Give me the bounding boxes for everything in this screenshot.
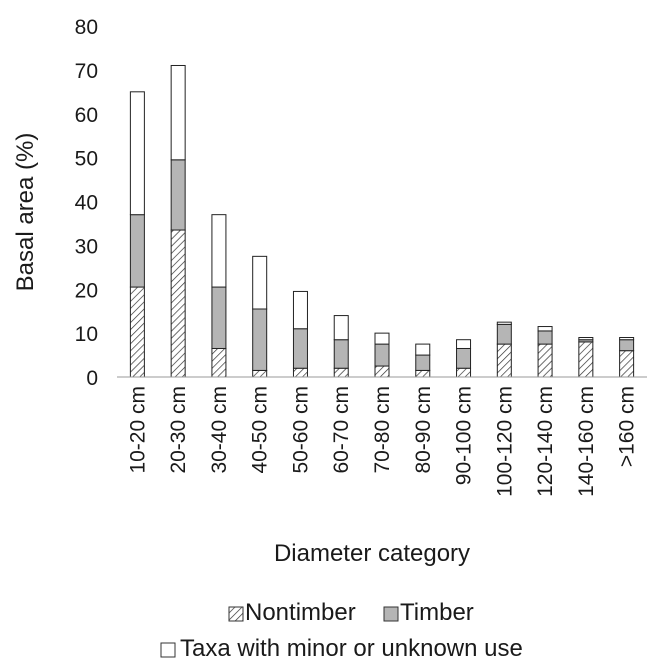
bar-segment-nontimber-140-160-cm — [578, 341, 594, 378]
y-tick-label: 0 — [86, 367, 98, 390]
bar-segment-timber-60-70-cm — [333, 339, 349, 369]
bar-segment-nontimber-70-80-cm — [374, 365, 390, 378]
x-tick-label-60-70-cm: 60-70 cm — [330, 386, 353, 474]
bar-segment-timber-50-60-cm — [292, 328, 308, 369]
bar-segment-minor-use-80-90-cm — [415, 343, 431, 356]
bar-segment-minor-use-140-160-cm — [578, 337, 594, 341]
bar-segment-nontimber-80-90-cm — [415, 369, 431, 378]
bar-segment-timber-30-40-cm — [211, 286, 227, 349]
x-tick-label-90-100-cm: 90-100 cm — [453, 386, 476, 485]
bar-segment-minor-use-100-120-cm — [496, 321, 512, 325]
bar-segment-nontimber-100-120-cm — [496, 343, 512, 378]
legend-swatch-timber — [383, 606, 399, 622]
bar-segment-minor-use-30-40-cm — [211, 214, 227, 288]
x-axis-tick-labels: 10-20 cm 20-30 cm 30-40 cm 40-50 cm 50-60 cm… — [126, 386, 638, 497]
y-tick-label: 30 — [75, 235, 98, 258]
bar-segment-timber-160-cm — [619, 339, 635, 352]
bar-segment-nontimber-20-30-cm — [170, 229, 186, 378]
y-tick-label: 70 — [75, 60, 98, 83]
legend-label-nontimber: Nontimber — [245, 599, 356, 626]
legend-swatch-minor-use — [160, 642, 176, 658]
x-tick-label-100-120-cm: 100-120 cm — [493, 386, 516, 497]
legend: Nontimber Timber Taxa with minor or unkn… — [160, 599, 523, 662]
bar-segment-minor-use-20-30-cm — [170, 64, 186, 161]
bar-segment-minor-use-70-80-cm — [374, 332, 390, 345]
bar-segment-timber-20-30-cm — [170, 159, 186, 231]
bar-segment-timber-10-20-cm — [129, 214, 145, 288]
y-tick-label: 50 — [75, 148, 98, 171]
bar-segment-nontimber-30-40-cm — [211, 347, 227, 378]
bar-segment-nontimber-60-70-cm — [333, 367, 349, 378]
bar-segment-timber-40-50-cm — [252, 308, 268, 371]
bar-segment-minor-use-160-cm — [619, 337, 635, 341]
y-tick-label: 20 — [75, 279, 98, 302]
x-tick-label-20-30-cm: 20-30 cm — [167, 386, 190, 474]
x-tick-label-50-60-cm: 50-60 cm — [289, 386, 312, 474]
x-axis-title: Diameter category — [274, 540, 470, 567]
bar-segment-timber-80-90-cm — [415, 354, 431, 371]
y-axis-title: Basal area (%) — [12, 133, 39, 292]
bars — [129, 64, 635, 378]
y-axis-tick-labels: 0 10 20 30 40 50 60 70 80 — [75, 16, 98, 390]
bar-segment-timber-120-140-cm — [537, 330, 553, 345]
bar-segment-minor-use-90-100-cm — [456, 339, 472, 349]
x-tick-label-160-cm: >160 cm — [616, 386, 639, 467]
y-tick-label: 10 — [75, 323, 98, 346]
bar-segment-timber-100-120-cm — [496, 323, 512, 345]
bar-segment-nontimber-90-100-cm — [456, 367, 472, 378]
legend-swatch-nontimber — [228, 606, 244, 622]
bar-segment-timber-90-100-cm — [456, 347, 472, 369]
x-tick-label-120-140-cm: 120-140 cm — [534, 386, 557, 497]
bar-segment-nontimber-160-cm — [619, 350, 635, 378]
bar-segment-minor-use-60-70-cm — [333, 315, 349, 341]
x-tick-label-30-40-cm: 30-40 cm — [208, 386, 231, 474]
y-tick-label: 80 — [75, 16, 98, 39]
bar-segment-nontimber-120-140-cm — [537, 343, 553, 378]
bar-segment-nontimber-50-60-cm — [292, 367, 308, 378]
x-tick-label-70-80-cm: 70-80 cm — [371, 386, 394, 474]
bar-segment-minor-use-40-50-cm — [252, 255, 268, 310]
y-tick-label: 40 — [75, 192, 98, 215]
legend-label-timber: Timber — [400, 599, 474, 626]
y-tick-label: 60 — [75, 104, 98, 127]
bar-segment-minor-use-120-140-cm — [537, 326, 553, 332]
bar-segment-nontimber-10-20-cm — [129, 286, 145, 378]
x-tick-label-10-20-cm: 10-20 cm — [126, 386, 149, 474]
bar-segment-nontimber-40-50-cm — [252, 369, 268, 378]
x-tick-label-40-50-cm: 40-50 cm — [249, 386, 272, 474]
x-tick-label-80-90-cm: 80-90 cm — [412, 386, 435, 474]
legend-label-minor-use: Taxa with minor or unknown use — [180, 635, 523, 662]
bar-segment-minor-use-10-20-cm — [129, 91, 145, 216]
bar-segment-minor-use-50-60-cm — [292, 290, 308, 330]
x-tick-label-140-160-cm: 140-160 cm — [575, 386, 598, 497]
bar-segment-timber-70-80-cm — [374, 343, 390, 367]
